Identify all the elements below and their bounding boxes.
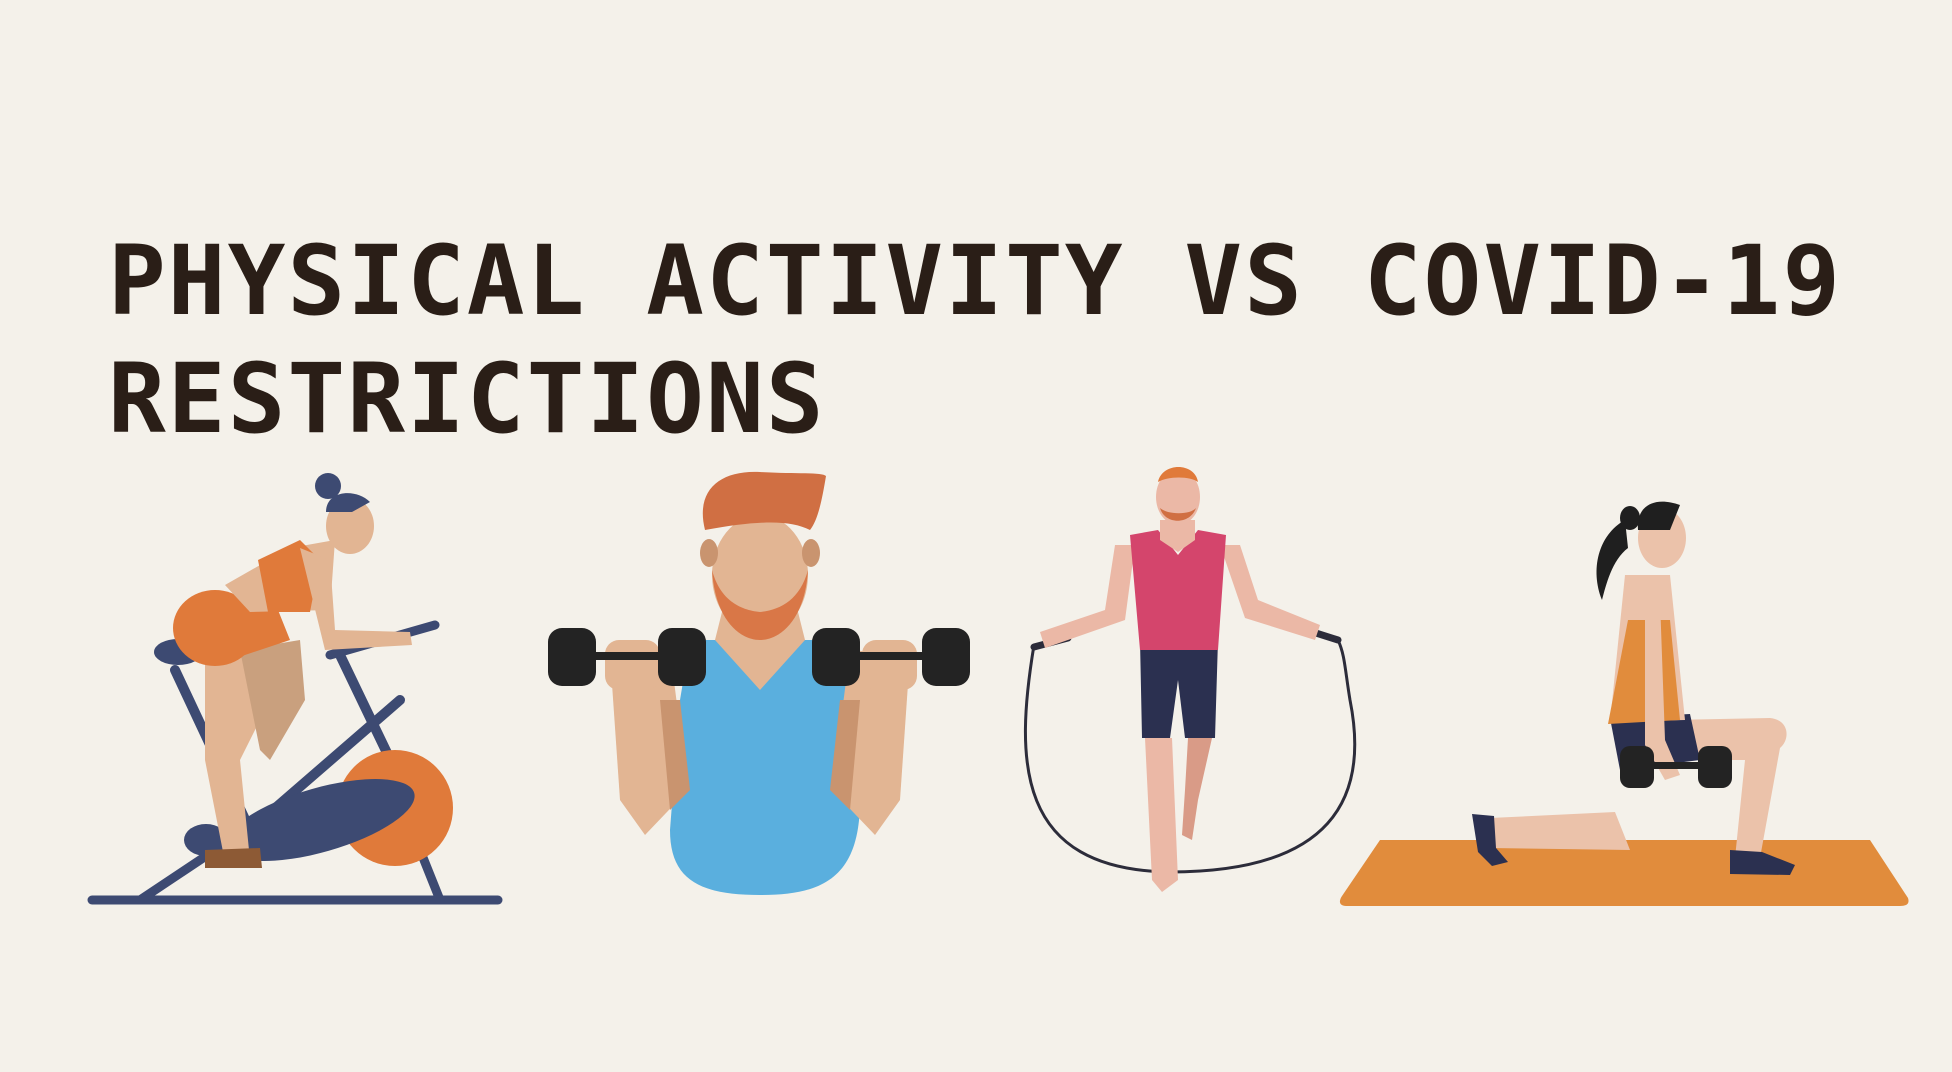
dumbbell-icon <box>548 628 970 686</box>
woman-lunging-with-dumbbell <box>1339 501 1909 906</box>
page-title: PHYSICAL ACTIVITY VS COVID-19 RESTRICTIO… <box>108 222 1842 458</box>
title-line-2: RESTRICTIONS <box>108 343 826 455</box>
dumbbell-icon <box>1620 746 1732 788</box>
jump-rope-icon <box>1023 639 1357 874</box>
man-lifting-dumbbells <box>548 471 970 895</box>
title-line-1: PHYSICAL ACTIVITY VS COVID-19 <box>108 225 1843 337</box>
man-jumping-rope <box>1023 467 1357 892</box>
woman-on-exercise-bike <box>87 473 503 905</box>
